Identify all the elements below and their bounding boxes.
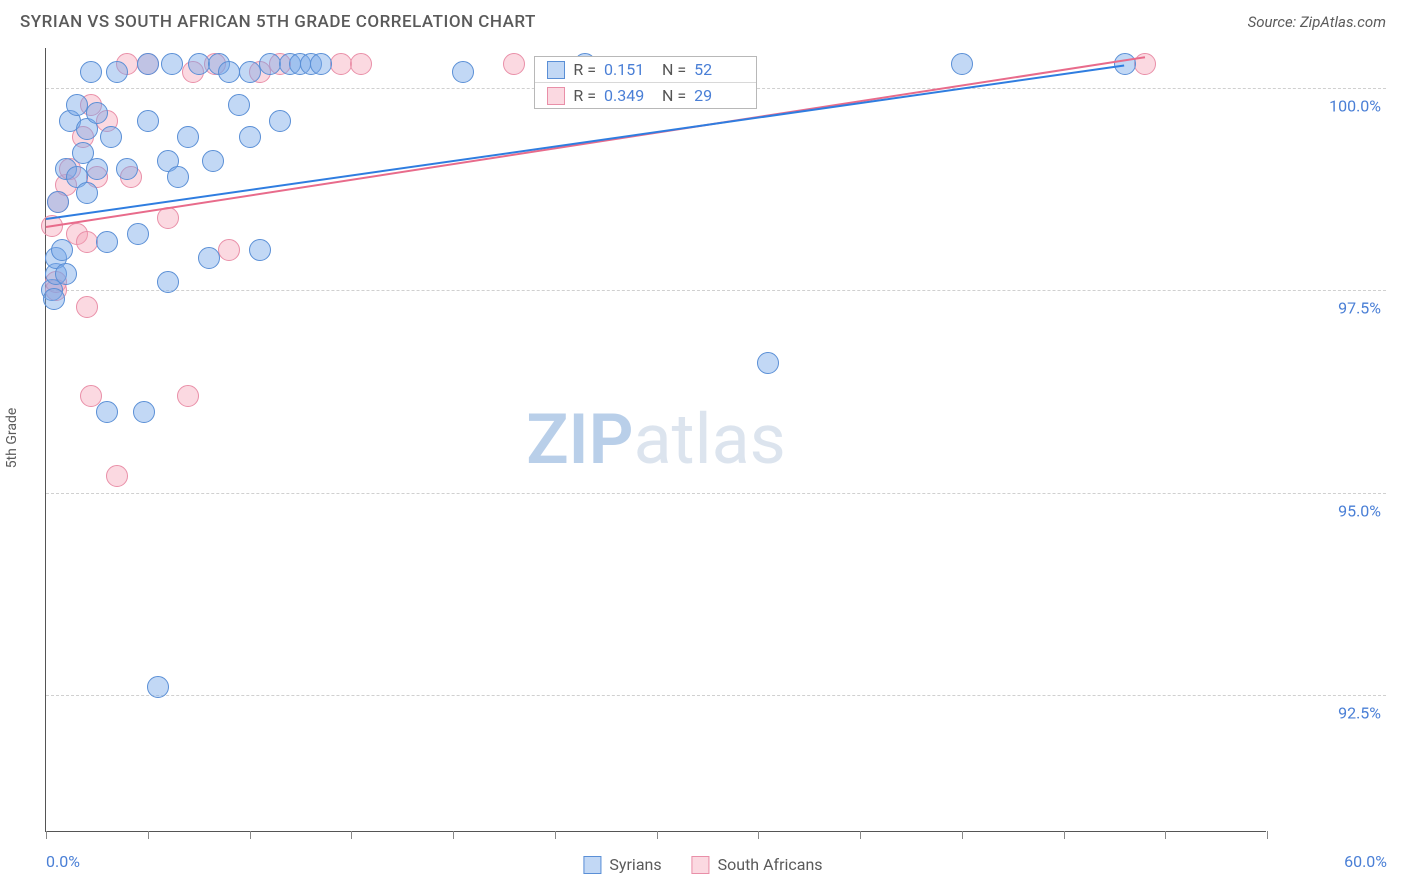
scatter-point-syrian xyxy=(198,247,220,269)
x-tick xyxy=(758,831,759,839)
x-tick xyxy=(657,831,658,839)
stats-swatch xyxy=(547,87,565,105)
stats-row: R = 0.349 N = 29 xyxy=(535,82,756,108)
x-tick xyxy=(1267,831,1268,839)
scatter-point-syrian xyxy=(55,263,77,285)
scatter-point-syrian xyxy=(47,191,69,213)
y-tick-label: 95.0% xyxy=(1271,501,1381,520)
stats-n-label: N = xyxy=(662,60,686,79)
watermark-zip: ZIP xyxy=(526,399,633,481)
stats-r-label: R = xyxy=(573,60,596,79)
x-tick xyxy=(250,831,251,839)
scatter-point-syrian xyxy=(310,53,332,75)
scatter-point-south-african xyxy=(218,239,240,261)
scatter-point-syrian xyxy=(137,110,159,132)
scatter-point-south-african xyxy=(503,53,525,75)
scatter-point-syrian xyxy=(80,61,102,83)
scatter-point-syrian xyxy=(167,166,189,188)
stats-n-value: 52 xyxy=(694,60,744,79)
scatter-point-syrian xyxy=(218,61,240,83)
watermark-atlas: atlas xyxy=(634,399,786,481)
stats-r-value: 0.151 xyxy=(604,60,654,79)
scatter-point-syrian xyxy=(147,676,169,698)
stats-r-label: R = xyxy=(573,86,596,105)
x-tick xyxy=(351,831,352,839)
x-tick xyxy=(148,831,149,839)
gridline xyxy=(46,695,1386,696)
chart-source: Source: ZipAtlas.com xyxy=(1248,13,1386,31)
legend-label: Syrians xyxy=(609,855,661,874)
y-tick-label: 100.0% xyxy=(1271,97,1381,116)
scatter-point-syrian xyxy=(202,150,224,172)
scatter-point-syrian xyxy=(239,61,261,83)
scatter-point-syrian xyxy=(239,126,261,148)
scatter-point-syrian xyxy=(757,352,779,374)
stats-r-value: 0.349 xyxy=(604,86,654,105)
y-axis-label: 5th Grade xyxy=(4,408,20,469)
x-tick xyxy=(962,831,963,839)
scatter-point-syrian xyxy=(177,126,199,148)
scatter-point-syrian xyxy=(259,53,281,75)
scatter-point-syrian xyxy=(133,401,155,423)
scatter-point-syrian xyxy=(96,231,118,253)
chart-title: SYRIAN VS SOUTH AFRICAN 5TH GRADE CORREL… xyxy=(20,12,536,32)
x-tick xyxy=(46,831,47,839)
scatter-point-south-african xyxy=(76,231,98,253)
x-tick-label: 0.0% xyxy=(46,852,80,871)
scatter-point-syrian xyxy=(127,223,149,245)
x-tick xyxy=(860,831,861,839)
scatter-point-syrian xyxy=(137,53,159,75)
gridline xyxy=(46,290,1386,291)
scatter-point-south-african xyxy=(350,53,372,75)
scatter-point-south-african xyxy=(177,385,199,407)
legend-swatch xyxy=(583,856,601,874)
scatter-point-syrian xyxy=(96,401,118,423)
x-tick-label: 60.0% xyxy=(1344,852,1387,871)
stats-n-label: N = xyxy=(662,86,686,105)
legend: Syrians South Africans xyxy=(583,855,822,874)
stats-swatch xyxy=(547,61,565,79)
legend-item: South Africans xyxy=(692,855,823,874)
scatter-point-syrian xyxy=(228,94,250,116)
scatter-point-syrian xyxy=(66,94,88,116)
scatter-point-south-african xyxy=(330,53,352,75)
scatter-point-syrian xyxy=(76,182,98,204)
scatter-point-syrian xyxy=(249,239,271,261)
x-tick xyxy=(555,831,556,839)
scatter-point-syrian xyxy=(116,158,138,180)
stats-box: R = 0.151 N = 52 R = 0.349 N = 29 xyxy=(534,56,757,109)
scatter-point-south-african xyxy=(76,296,98,318)
watermark: ZIPatlas xyxy=(526,399,786,481)
x-tick xyxy=(1165,831,1166,839)
plot-area: ZIPatlas 92.5%95.0%97.5%100.0%0.0%60.0%R… xyxy=(45,48,1266,832)
scatter-point-syrian xyxy=(951,53,973,75)
scatter-point-syrian xyxy=(100,126,122,148)
scatter-point-south-african xyxy=(106,465,128,487)
gridline xyxy=(46,493,1386,494)
chart-area: ZIPatlas 92.5%95.0%97.5%100.0%0.0%60.0%R… xyxy=(45,48,1386,832)
scatter-point-syrian xyxy=(86,102,108,124)
stats-row: R = 0.151 N = 52 xyxy=(535,57,756,82)
scatter-point-syrian xyxy=(1114,53,1136,75)
stats-n-value: 29 xyxy=(694,86,744,105)
x-tick xyxy=(453,831,454,839)
legend-item: Syrians xyxy=(583,855,661,874)
scatter-point-syrian xyxy=(43,288,65,310)
y-tick-label: 92.5% xyxy=(1271,703,1381,722)
legend-label: South Africans xyxy=(718,855,823,874)
legend-swatch xyxy=(692,856,710,874)
scatter-point-syrian xyxy=(86,158,108,180)
scatter-point-syrian xyxy=(452,61,474,83)
scatter-point-syrian xyxy=(161,53,183,75)
scatter-point-syrian xyxy=(188,53,210,75)
scatter-point-syrian xyxy=(51,239,73,261)
y-tick-label: 97.5% xyxy=(1271,299,1381,318)
scatter-point-syrian xyxy=(269,110,291,132)
scatter-point-syrian xyxy=(157,271,179,293)
x-tick xyxy=(1064,831,1065,839)
scatter-point-syrian xyxy=(106,61,128,83)
